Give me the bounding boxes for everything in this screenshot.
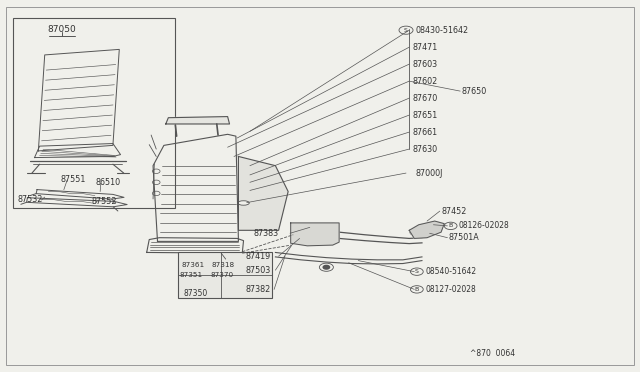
Text: 87501A: 87501A — [449, 233, 479, 242]
Text: 87351: 87351 — [179, 272, 202, 278]
Text: B: B — [449, 223, 452, 228]
Text: 87661: 87661 — [412, 128, 438, 137]
Text: 87370: 87370 — [211, 272, 234, 278]
Text: 87651: 87651 — [412, 110, 438, 120]
Circle shape — [323, 265, 330, 269]
Polygon shape — [166, 116, 230, 124]
Text: 87471: 87471 — [412, 43, 438, 52]
Text: 87551: 87551 — [60, 175, 85, 184]
Text: B: B — [415, 287, 419, 292]
Polygon shape — [291, 223, 339, 246]
Text: 87532: 87532 — [17, 195, 43, 204]
Text: 87630: 87630 — [412, 145, 438, 154]
Text: 08126-02028: 08126-02028 — [459, 221, 509, 230]
Text: 87382: 87382 — [246, 285, 271, 294]
Bar — [13, 18, 175, 208]
Polygon shape — [239, 157, 288, 230]
Text: 87383: 87383 — [253, 229, 278, 238]
Text: S: S — [404, 28, 408, 33]
Text: 87452: 87452 — [441, 206, 467, 216]
Text: 87552: 87552 — [92, 197, 117, 206]
Text: 87603: 87603 — [412, 60, 438, 69]
Text: 87350: 87350 — [184, 289, 208, 298]
Text: 86510: 86510 — [96, 178, 121, 187]
Polygon shape — [409, 221, 444, 238]
Ellipse shape — [238, 201, 249, 205]
Text: 08430-51642: 08430-51642 — [415, 26, 468, 35]
Text: 87361: 87361 — [181, 262, 204, 268]
Text: 87503: 87503 — [246, 266, 271, 275]
Text: 87000J: 87000J — [415, 169, 443, 177]
Text: 87318: 87318 — [212, 262, 235, 268]
Text: 87419: 87419 — [246, 251, 271, 261]
Bar — [178, 253, 272, 298]
Text: 08127-02028: 08127-02028 — [425, 285, 476, 294]
Text: 08540-51642: 08540-51642 — [425, 267, 476, 276]
Text: 87602: 87602 — [412, 77, 438, 86]
Text: S: S — [415, 269, 419, 274]
Text: 87670: 87670 — [412, 94, 438, 103]
Circle shape — [297, 232, 302, 235]
Text: 87050: 87050 — [47, 25, 76, 33]
Circle shape — [328, 234, 333, 237]
Text: 87650: 87650 — [461, 87, 486, 96]
Text: ^870  0064: ^870 0064 — [470, 350, 515, 359]
Circle shape — [413, 231, 418, 234]
